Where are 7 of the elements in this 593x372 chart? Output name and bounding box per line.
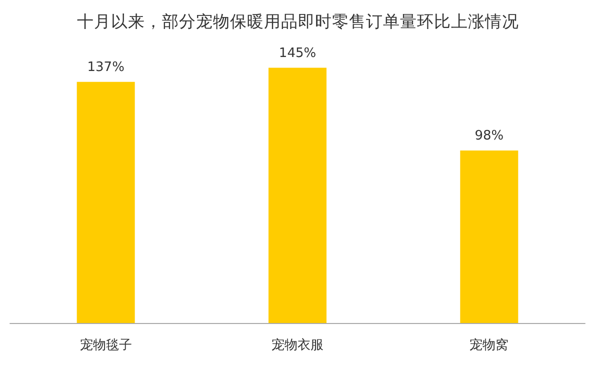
data-label: 145%	[278, 46, 316, 61]
data-label: 137%	[87, 60, 124, 75]
data-label: 98%	[474, 128, 504, 144]
x-tick-label: 宠物毯子	[80, 338, 132, 353]
x-tick-label: 宠物窝	[470, 337, 509, 353]
chart-title: 十月以来，部分宠物保暖用品即时零售订单量环比上涨情况	[77, 12, 519, 31]
x-tick-label: 宠物衣服	[272, 338, 324, 353]
